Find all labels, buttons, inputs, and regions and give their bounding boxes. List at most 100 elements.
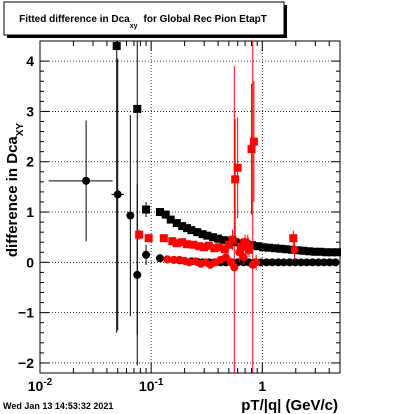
- data-point-circle: [230, 263, 239, 272]
- data-point-circle: [279, 258, 288, 267]
- x-tick-label-exponent: -1: [154, 377, 163, 388]
- x-tick-label-base: 10: [139, 378, 155, 394]
- chart-title: Fitted difference in Dcaxy for Global Rec…: [19, 14, 267, 30]
- title-main: Fitted difference in Dca: [19, 14, 130, 25]
- data-point-square: [178, 222, 187, 231]
- data-point-square: [189, 240, 198, 249]
- data-point-square: [193, 228, 202, 237]
- data-point-square: [203, 231, 212, 240]
- data-point-square: [270, 244, 279, 253]
- data-point-square: [172, 219, 181, 228]
- data-point-square: [200, 243, 209, 252]
- data-point-circle: [274, 258, 283, 267]
- data-point-circle: [221, 253, 230, 262]
- x-tick-label: 1: [258, 378, 266, 394]
- y-tick-label: 0: [26, 254, 34, 270]
- y-tick-label: 2: [26, 154, 34, 170]
- y-tick-label: −2: [18, 355, 34, 371]
- data-point-square: [204, 241, 213, 250]
- data-point-circle: [133, 270, 142, 279]
- data-point-square: [187, 226, 196, 235]
- data-point-square: [224, 240, 233, 249]
- data-point-square: [233, 163, 242, 172]
- y-tick-label: −1: [18, 305, 34, 321]
- x-tick-label: 10-2: [28, 377, 53, 394]
- data-point-square: [316, 247, 325, 256]
- data-point-circle: [291, 258, 300, 267]
- data-point-circle: [82, 176, 91, 185]
- y-axis-label: difference in DcaXY: [4, 123, 26, 258]
- y-tick-label: 1: [26, 204, 34, 220]
- data-point-square: [166, 215, 175, 224]
- data-point-square: [208, 233, 217, 242]
- data-point-square: [327, 248, 336, 257]
- data-point-circle: [302, 258, 311, 267]
- title-box: Fitted difference in Dcaxy for Global Rec…: [3, 1, 287, 38]
- data-point-square: [178, 238, 187, 247]
- data-point-square: [248, 241, 257, 250]
- data-point-square: [168, 237, 177, 246]
- data-point-circle: [290, 245, 299, 254]
- data-point-circle: [285, 258, 294, 267]
- timestamp: Wed Jan 13 14:53:32 2021: [3, 401, 113, 411]
- data-point-square: [259, 243, 268, 252]
- series-3: [163, 41, 299, 373]
- data-point-square: [198, 230, 207, 239]
- title-rest: for Global Rec Pion EtapT: [144, 14, 267, 25]
- data-point-circle: [169, 255, 178, 264]
- data-point-square: [215, 243, 224, 252]
- data-point-square: [135, 230, 144, 239]
- y-tick-label: 3: [26, 103, 34, 119]
- data-marks: [48, 41, 342, 373]
- series-2: [135, 81, 298, 258]
- data-point-square: [159, 234, 168, 243]
- data-point-circle: [155, 254, 164, 263]
- data-point-circle: [163, 255, 172, 264]
- y-tick-label: 4: [26, 53, 34, 69]
- data-point-square: [253, 242, 262, 251]
- data-point-square: [249, 137, 258, 146]
- data-point-square: [142, 205, 151, 214]
- data-point-square: [220, 245, 229, 254]
- data-point-square: [161, 210, 170, 219]
- data-point-square: [276, 244, 285, 253]
- x-tick-label: 10-1: [139, 377, 164, 394]
- tick-labels: 10-2 10-1 1 −2 −1 0 1 2 3 4: [18, 53, 266, 394]
- x-tick-label-base: 1: [258, 378, 266, 394]
- data-point-circle: [314, 258, 323, 267]
- data-point-square: [322, 248, 331, 257]
- grid: [39, 41, 340, 373]
- data-point-square: [182, 240, 191, 249]
- title-subscript: xy: [130, 23, 138, 30]
- data-point-circle: [185, 258, 194, 267]
- y-axis-label-main: difference in Dca: [4, 136, 21, 258]
- data-point-square: [299, 246, 308, 255]
- data-point-square: [247, 145, 256, 154]
- data-point-square: [210, 244, 219, 253]
- data-point-circle: [142, 250, 151, 259]
- data-point-square: [182, 224, 191, 233]
- data-point-square: [310, 247, 319, 256]
- data-point-circle: [325, 258, 334, 267]
- data-point-square: [231, 175, 240, 184]
- data-point-square: [265, 243, 274, 252]
- data-point-square: [155, 208, 164, 217]
- data-point-square: [304, 247, 313, 256]
- data-point-square: [195, 242, 204, 251]
- data-point-square: [219, 236, 228, 245]
- data-point-circle: [126, 211, 135, 220]
- data-point-square: [172, 239, 181, 248]
- data-point-circle: [239, 253, 248, 262]
- data-point-circle: [243, 240, 252, 249]
- data-point-square: [133, 104, 142, 113]
- data-point-circle: [262, 258, 271, 267]
- data-point-circle: [331, 258, 340, 267]
- y-axis-label-subscript: XY: [15, 123, 26, 137]
- data-point-square: [282, 245, 291, 254]
- data-point-square: [245, 245, 254, 254]
- data-point-circle: [320, 258, 329, 267]
- data-point-square: [214, 234, 223, 243]
- data-point-circle: [268, 258, 277, 267]
- data-point-square: [112, 42, 121, 51]
